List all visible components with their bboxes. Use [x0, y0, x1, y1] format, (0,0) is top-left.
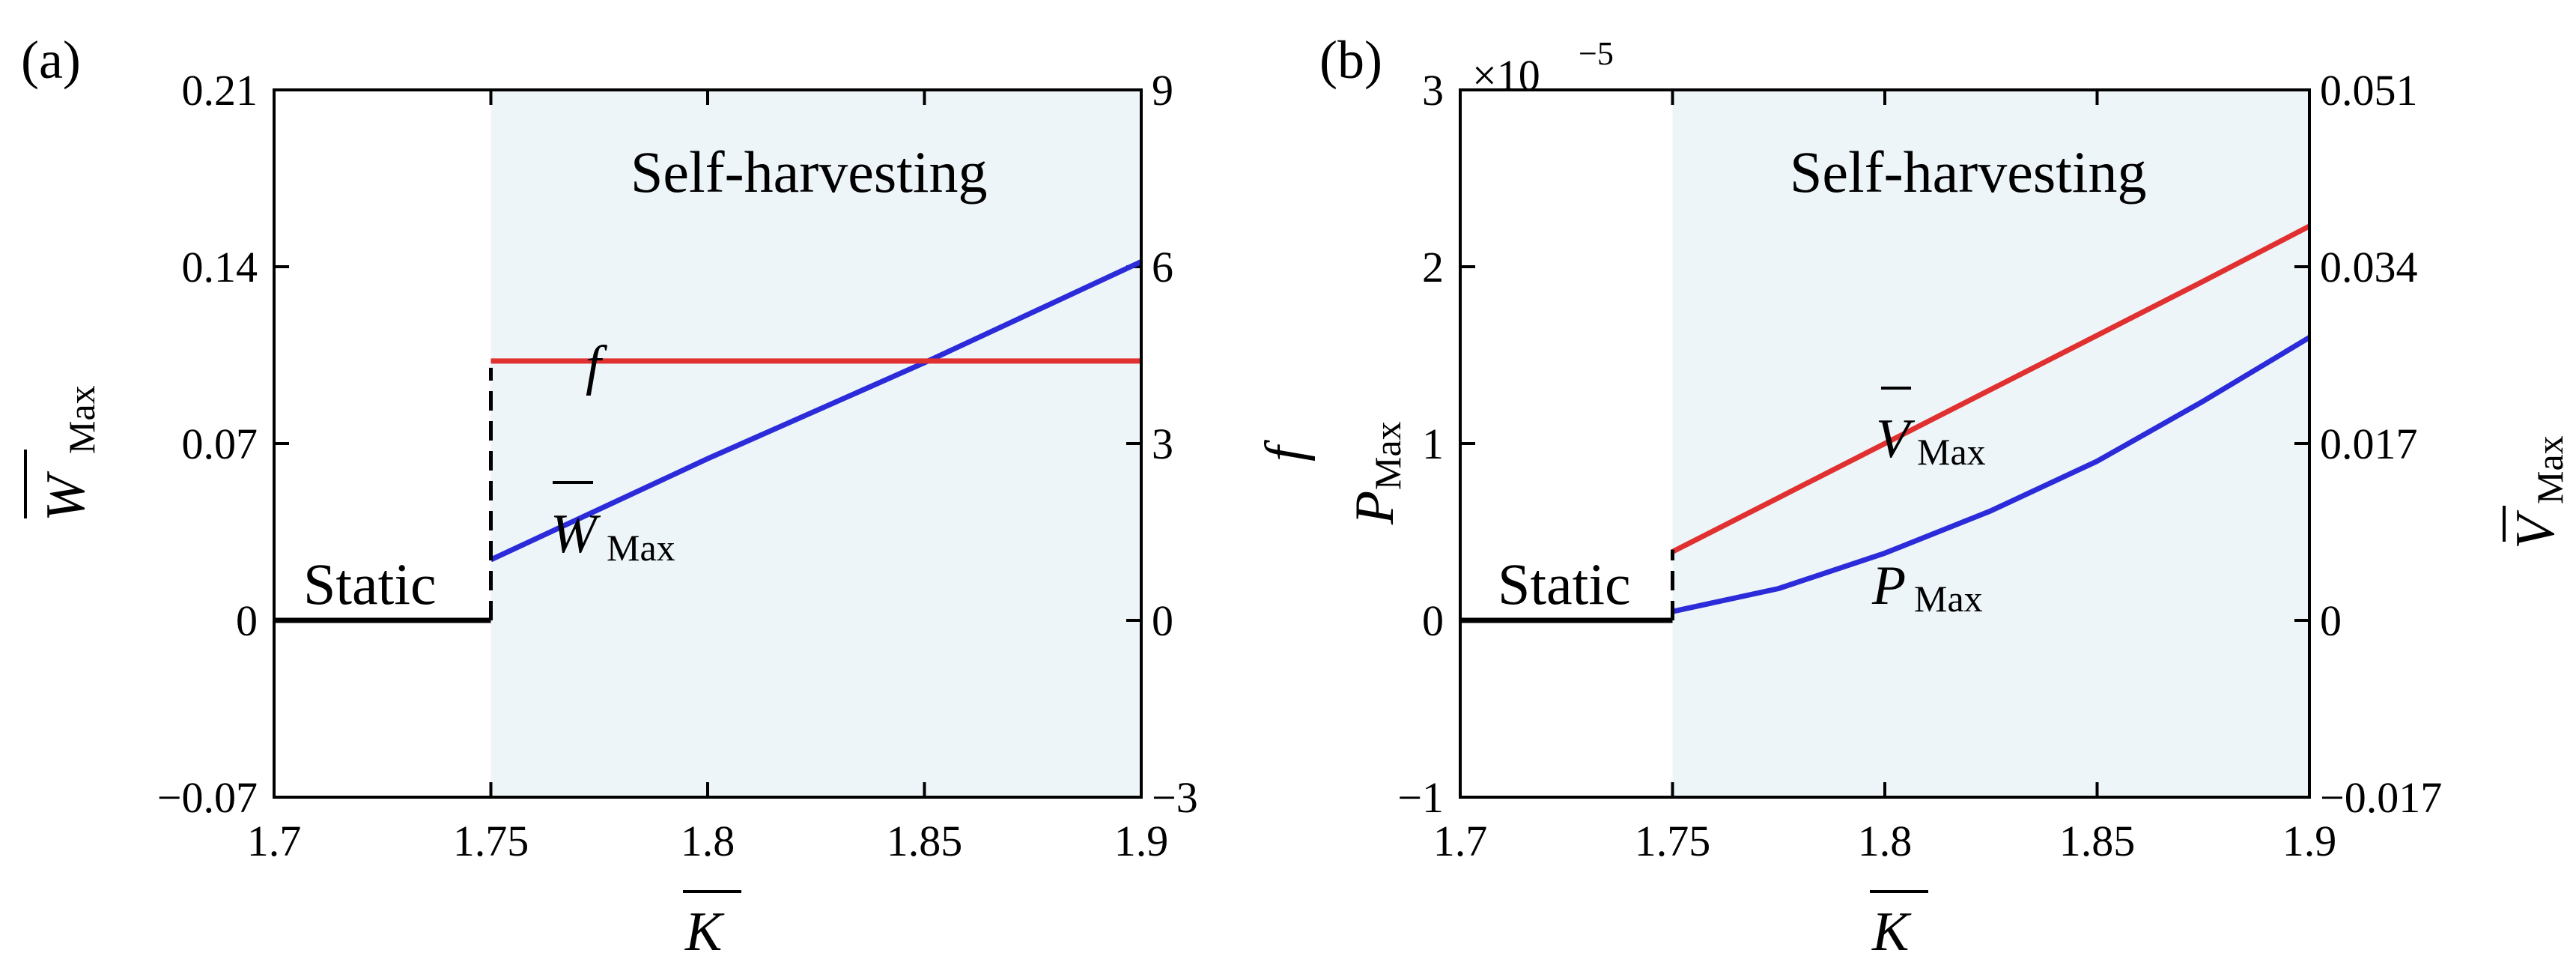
series-label-wmax-name: W: [550, 503, 601, 565]
region-label-harvest: Self-harvesting: [1790, 139, 2147, 205]
x-tick-label: 1.75: [1635, 817, 1711, 865]
x-tick-label: 1.7: [247, 817, 302, 865]
y-right-axis-label-sub: Max: [2529, 435, 2571, 504]
x-tick-labels: 1.7 1.75 1.8 1.85 1.9: [247, 817, 1169, 865]
panel-label: (a): [21, 30, 81, 90]
panel-a: 1.7 1.75 1.8 1.85 1.9 −0.07 0 0.07 0.14 0.21 −3 0…: [21, 30, 1316, 963]
x-tick-label: 1.85: [887, 817, 963, 865]
y-right-tick-label: 0: [2320, 596, 2342, 645]
y-right-tick-label: −3: [1152, 773, 1198, 822]
series-label-pmax-sub: Max: [1914, 578, 1983, 620]
x-tick-label: 1.9: [1114, 817, 1169, 865]
exponent-label-base: ×10: [1472, 51, 1540, 100]
series-layer: [1460, 223, 2311, 623]
y-left-tick-labels: −0.07 0 0.07 0.14 0.21: [157, 66, 258, 822]
x-axis-label-text: K: [684, 901, 725, 963]
plot-frame: [273, 88, 1143, 799]
x-axis-label: K: [683, 890, 741, 963]
series-label-pmax: P Max: [1871, 555, 1983, 620]
x-tick-label: 1.85: [2059, 817, 2136, 865]
x-tick-label: 1.75: [453, 817, 529, 865]
series-label-vmax: V Max: [1876, 387, 1986, 473]
y-left-axis-label-sub: Max: [1367, 421, 1409, 490]
shaded-region: [490, 90, 1141, 797]
x-axis-label-text: K: [1871, 901, 1912, 963]
y-left-tick-label: 0.21: [182, 66, 258, 115]
y-right-tick-label: 0.017: [2320, 420, 2418, 468]
y-right-tick-label: −0.017: [2320, 773, 2442, 822]
series-label-pmax-name: P: [1871, 555, 1906, 617]
y-left-axis-label-name: W: [35, 471, 97, 521]
x-tick-label: 1.8: [1858, 817, 1913, 865]
plot-frame: [1459, 88, 2311, 799]
y-left-axis-label: W Max: [24, 385, 103, 521]
exponent-label-power: −5: [1579, 35, 1614, 72]
series-label-wmax-sub: Max: [607, 527, 675, 569]
y-left-tick-label: −1: [1397, 773, 1444, 822]
exponent-label: ×10 −5: [1472, 35, 1614, 100]
y-right-tick-label: 0.051: [2320, 66, 2418, 115]
y-left-tick-label: 0.14: [182, 243, 258, 291]
panel-b: 1.7 1.75 1.8 1.85 1.9 −1 0 1 2 3 −0.017 0 0.017 0.0…: [1319, 30, 2571, 963]
region-label-harvest: Self-harvesting: [631, 139, 988, 205]
y-right-axis-label-text: f: [1254, 439, 1316, 462]
y-right-tick-labels: −0.017 0 0.017 0.034 0.051: [2320, 66, 2442, 822]
series-label-vmax-name: V: [1876, 408, 1916, 470]
x-tick-labels: 1.7 1.75 1.8 1.85 1.9: [1433, 817, 2337, 865]
y-left-tick-label: −0.07: [157, 773, 258, 822]
y-right-tick-label: 3: [1152, 420, 1173, 468]
series-line-p-max: [1671, 335, 2311, 614]
region-label-static: Static: [1498, 551, 1631, 617]
x-axis-label: K: [1870, 890, 1928, 963]
y-right-axis-label: V Max: [2503, 435, 2571, 549]
y-right-axis-label-name: V: [2505, 509, 2566, 549]
x-tick-label: 1.7: [1433, 817, 1488, 865]
x-tick-label: 1.9: [2282, 817, 2337, 865]
y-left-tick-label: 3: [1422, 66, 1444, 115]
y-left-tick-labels: −1 0 1 2 3: [1397, 66, 1444, 822]
y-left-axis-label-sub: Max: [61, 385, 103, 454]
y-right-tick-label: 9: [1152, 66, 1173, 115]
y-left-tick-label: 2: [1422, 243, 1444, 291]
y-left-tick-label: 0: [1422, 596, 1444, 645]
series-label-wmax: W Max: [550, 481, 675, 569]
region-label-static: Static: [303, 551, 437, 617]
y-left-tick-label: 0: [236, 596, 258, 645]
series-layer: [274, 259, 1143, 623]
series-line-w-max: [490, 259, 1143, 563]
y-left-tick-label: 1: [1422, 420, 1444, 468]
y-right-tick-label: 6: [1152, 243, 1173, 291]
y-right-tick-labels: −3 0 3 6 9: [1152, 66, 1198, 822]
panel-label: (b): [1319, 30, 1382, 90]
y-right-tick-label: 0.034: [2320, 243, 2418, 291]
y-left-tick-label: 0.07: [182, 420, 258, 468]
y-left-axis-label-name: P: [1344, 491, 1406, 525]
y-right-tick-label: 0: [1152, 596, 1173, 645]
shaded-region: [1672, 90, 2309, 797]
series-label-vmax-sub: Max: [1917, 431, 1986, 473]
y-left-axis-label: P Max: [1344, 421, 1409, 525]
y-right-axis-label: f: [1254, 439, 1316, 462]
x-tick-label: 1.8: [681, 817, 735, 865]
series-line-v-max: [1671, 223, 2311, 554]
